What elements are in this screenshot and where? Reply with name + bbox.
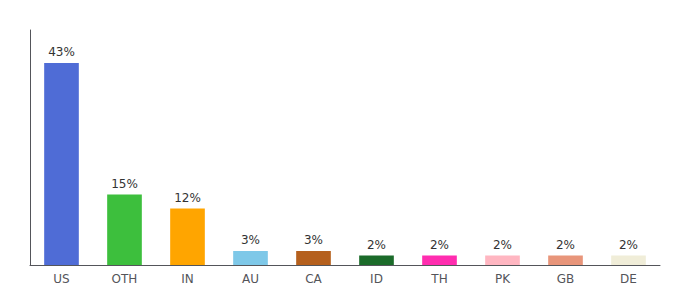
svg-text:US: US — [53, 272, 69, 286]
svg-text:2%: 2% — [367, 238, 386, 252]
svg-text:PK: PK — [495, 272, 511, 286]
svg-text:CA: CA — [305, 272, 322, 286]
svg-text:3%: 3% — [241, 233, 260, 247]
svg-text:2%: 2% — [556, 238, 575, 252]
svg-text:IN: IN — [181, 272, 194, 286]
svg-text:OTH: OTH — [112, 272, 138, 286]
svg-text:12%: 12% — [174, 191, 201, 205]
svg-text:TH: TH — [430, 272, 447, 286]
svg-text:DE: DE — [620, 272, 637, 286]
svg-text:2%: 2% — [493, 238, 512, 252]
svg-text:2%: 2% — [619, 238, 638, 252]
svg-text:AU: AU — [242, 272, 259, 286]
svg-text:15%: 15% — [111, 177, 138, 191]
svg-text:ID: ID — [370, 272, 383, 286]
svg-text:3%: 3% — [304, 233, 323, 247]
svg-text:2%: 2% — [430, 238, 449, 252]
svg-text:43%: 43% — [48, 45, 75, 59]
svg-text:GB: GB — [557, 272, 575, 286]
